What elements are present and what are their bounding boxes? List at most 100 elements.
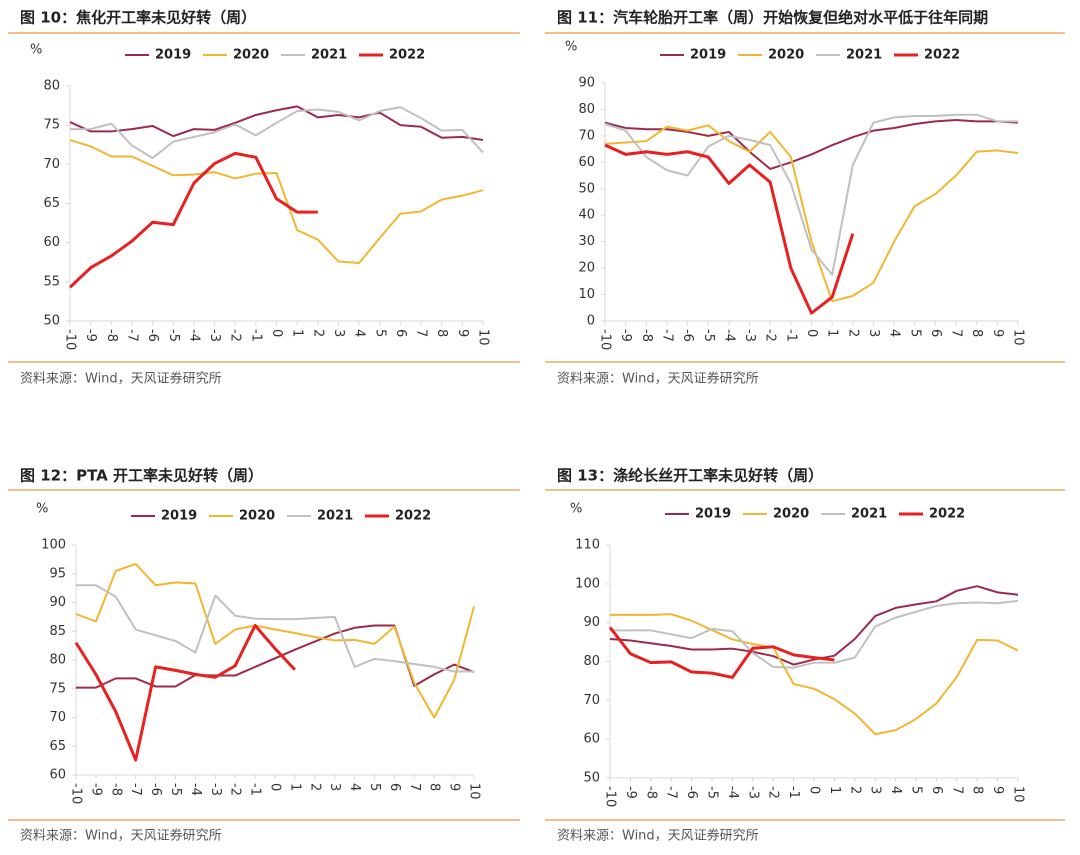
- x-tick-label: 2: [847, 786, 862, 794]
- x-tick-label: 4: [347, 783, 362, 791]
- series-line: [604, 113, 1018, 276]
- x-tick-label: 5: [909, 786, 924, 794]
- y-tick-label: 65: [43, 196, 60, 211]
- x-tick-label: 4: [888, 786, 903, 794]
- x-tick-label: -9: [88, 783, 103, 796]
- x-tick-label: 1: [290, 329, 305, 337]
- series-line: [604, 124, 1019, 303]
- x-tick-label: 7: [949, 786, 964, 794]
- x-tick-label: 7: [949, 329, 964, 337]
- x-tick-label: 3: [866, 329, 881, 337]
- x-tick-label: -3: [742, 329, 757, 342]
- y-tick-label: 90: [583, 615, 600, 630]
- x-tick-label: -7: [659, 329, 674, 342]
- y-tick-label: 70: [578, 128, 595, 143]
- y-tick-label: 10: [578, 287, 595, 302]
- x-tick-label: 1: [287, 783, 302, 791]
- y-axis-label: %: [36, 502, 48, 517]
- x-tick-label: 5: [907, 329, 922, 337]
- legend-label: 2022: [395, 509, 431, 524]
- x-tick-label: -8: [108, 783, 123, 796]
- x-tick-label: -3: [208, 783, 223, 796]
- x-tick-label: -1: [248, 329, 263, 342]
- x-tick-label: 1: [825, 329, 840, 337]
- x-tick-label: -8: [104, 329, 119, 342]
- series-line: [76, 584, 474, 673]
- y-tick-label: 60: [43, 235, 60, 250]
- y-axis-label: %: [570, 502, 582, 517]
- legend-label: 2019: [161, 509, 197, 524]
- x-tick-label: 6: [928, 329, 943, 337]
- x-tick-label: 6: [929, 786, 944, 794]
- x-tick-label: -10: [69, 783, 84, 804]
- x-tick-label: 2: [310, 329, 325, 337]
- x-tick-label: -3: [207, 329, 222, 342]
- x-tick-label: -5: [168, 783, 183, 796]
- y-tick-label: 0: [587, 314, 595, 329]
- series-line: [74, 624, 296, 762]
- y-tick-label: 75: [49, 681, 66, 696]
- x-tick-label: -7: [128, 783, 143, 796]
- source-note: 资料来源：Wind，天风证券研究所: [557, 828, 759, 844]
- x-tick-label: 5: [367, 783, 382, 791]
- x-tick-label: 9: [990, 329, 1005, 337]
- chart-title: 图 10：焦化开工率未见好转（周）: [20, 9, 256, 27]
- x-tick-label: -8: [639, 329, 654, 342]
- x-tick-label: -9: [623, 786, 638, 799]
- x-tick-label: -2: [766, 786, 781, 799]
- series-line: [69, 105, 484, 142]
- legend-label: 2021: [311, 48, 347, 63]
- x-tick-label: 2: [845, 329, 860, 337]
- series-line: [75, 562, 475, 719]
- x-tick-label: -9: [83, 329, 98, 342]
- x-tick-label: 5: [372, 329, 387, 337]
- x-tick-label: 4: [352, 329, 367, 337]
- y-tick-label: 70: [49, 710, 66, 725]
- x-tick-label: -10: [603, 786, 618, 807]
- x-tick-label: -4: [725, 786, 740, 799]
- legend-label: 2020: [768, 48, 804, 63]
- x-tick-label: 10: [476, 329, 491, 346]
- x-tick-label: -4: [188, 783, 203, 796]
- series-line: [608, 626, 835, 679]
- legend-label: 2019: [690, 48, 726, 63]
- x-tick-label: 10: [467, 783, 482, 800]
- series-line: [76, 624, 475, 689]
- chart-title: 图 13：涤纶长丝开工率未见好转（周）: [557, 467, 823, 485]
- series-line: [69, 139, 484, 265]
- legend-label: 2021: [317, 509, 353, 524]
- y-tick-label: 90: [49, 595, 66, 610]
- y-tick-label: 80: [43, 79, 60, 94]
- y-tick-label: 110: [575, 538, 600, 553]
- legend-label: 2021: [846, 48, 882, 63]
- legend-label: 2020: [773, 507, 809, 522]
- series-line: [68, 151, 318, 289]
- legend-label: 2022: [389, 48, 425, 63]
- x-tick-label: 3: [327, 783, 342, 791]
- x-tick-label: 3: [868, 786, 883, 794]
- y-tick-label: 60: [578, 155, 595, 170]
- legend-label: 2022: [924, 48, 960, 63]
- x-tick-label: -5: [166, 329, 181, 342]
- y-tick-label: 50: [43, 314, 60, 329]
- chart-title: 图 11：汽车轮胎开工率（周）开始恢复但绝对水平低于往年同期: [557, 9, 988, 27]
- y-tick-label: 80: [578, 102, 595, 117]
- source-note: 资料来源：Wind，天风证券研究所: [557, 371, 759, 387]
- x-tick-label: -1: [786, 786, 801, 799]
- x-tick-label: 7: [414, 329, 429, 337]
- y-tick-label: 60: [583, 732, 600, 747]
- series-line: [609, 585, 1019, 666]
- y-tick-label: 20: [578, 261, 595, 276]
- y-tick-label: 55: [43, 274, 60, 289]
- x-tick-label: 1: [827, 786, 842, 794]
- legend-label: 2019: [155, 48, 191, 63]
- x-tick-label: -10: [598, 329, 613, 350]
- x-tick-label: -8: [643, 786, 658, 799]
- y-axis-label: %: [565, 40, 577, 55]
- chart-title: 图 12：PTA 开工率未见好转（周）: [20, 467, 263, 485]
- source-note: 资料来源：Wind，天风证券研究所: [20, 371, 222, 387]
- legend-label: 2022: [929, 507, 965, 522]
- x-tick-label: -6: [148, 783, 163, 796]
- x-tick-label: -2: [228, 329, 243, 342]
